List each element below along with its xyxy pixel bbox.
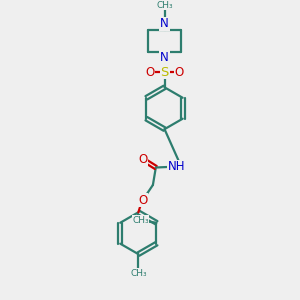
Text: NH: NH [167,160,185,173]
Text: O: O [174,66,184,79]
Text: CH₃: CH₃ [156,1,173,10]
Text: O: O [146,66,154,79]
Text: N: N [160,17,169,31]
Text: CH₃: CH₃ [130,268,147,278]
Text: O: O [138,153,147,166]
Text: S: S [160,66,169,79]
Text: O: O [138,194,147,207]
Text: N: N [160,51,169,64]
Text: CH₃: CH₃ [132,216,149,225]
